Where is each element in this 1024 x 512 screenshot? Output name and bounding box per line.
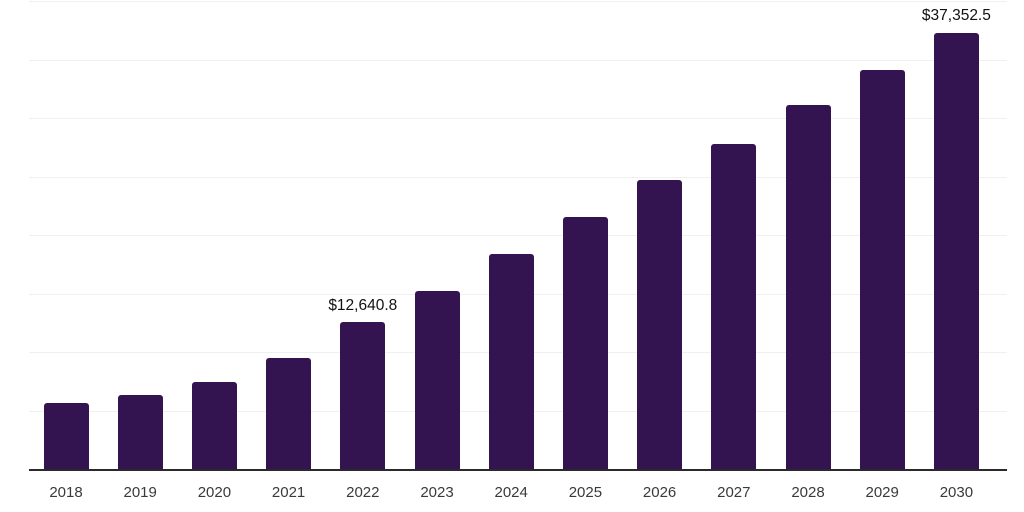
x-tick-2026: 2026 — [642, 484, 677, 501]
bar-2026 — [637, 179, 683, 470]
bar-2022 — [340, 322, 386, 470]
bar-2019 — [117, 395, 163, 470]
bar-2027 — [711, 143, 757, 470]
x-tick-2025: 2025 — [568, 484, 603, 501]
x-axis-line — [29, 469, 1007, 471]
x-axis: 2018 2019 2020 2021 2022 2023 2024 2025 2026 2027… — [0, 484, 1024, 506]
gridline-y-25000 — [29, 176, 1007, 178]
bar-2024 — [488, 254, 534, 470]
gridline-y-35000 — [29, 59, 1007, 61]
x-tick-2029: 2029 — [865, 484, 899, 501]
x-tick-2023: 2023 — [420, 484, 454, 501]
x-tick-2019: 2019 — [123, 484, 157, 501]
bar-2030 — [933, 32, 979, 470]
bar-2028 — [785, 104, 831, 470]
gridline-y-20000 — [29, 235, 1007, 236]
x-tick-2030: 2030 — [939, 484, 974, 501]
bar-2025 — [562, 217, 608, 470]
gridline-y-40000 — [29, 1, 1007, 2]
bar-2020 — [191, 382, 237, 470]
x-tick-2020: 2020 — [197, 484, 232, 501]
bar-2018 — [43, 403, 89, 470]
plot-area: $12,640.8 $37,352.5 — [29, 1, 1007, 470]
x-tick-2022: 2022 — [346, 484, 380, 501]
bar-2021 — [266, 358, 312, 470]
data-label-2022: $12,640.8 — [328, 296, 398, 314]
x-tick-2021: 2021 — [271, 484, 306, 501]
gridline-y-30000 — [29, 118, 1007, 119]
x-tick-2028: 2028 — [791, 484, 825, 501]
x-tick-2024: 2024 — [494, 484, 528, 501]
x-tick-2027: 2027 — [717, 484, 751, 501]
bar-2023 — [414, 291, 460, 470]
bar-2029 — [859, 69, 905, 470]
data-label-2030: $37,352.5 — [921, 7, 991, 25]
x-tick-2018: 2018 — [49, 484, 83, 501]
